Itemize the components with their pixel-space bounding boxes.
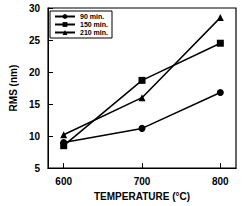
svg-text:210 min.: 210 min. xyxy=(80,29,108,36)
svg-text:5: 5 xyxy=(34,163,40,174)
svg-text:TEMPERATURE (°C): TEMPERATURE (°C) xyxy=(94,191,190,202)
svg-text:800: 800 xyxy=(212,176,229,187)
svg-text:700: 700 xyxy=(134,176,151,187)
svg-text:25: 25 xyxy=(29,35,41,46)
svg-text:600: 600 xyxy=(55,176,72,187)
svg-text:20: 20 xyxy=(29,67,41,78)
svg-text:90 min.: 90 min. xyxy=(80,13,104,20)
svg-text:10: 10 xyxy=(29,131,41,142)
svg-text:15: 15 xyxy=(29,99,41,110)
svg-text:RMS (nm): RMS (nm) xyxy=(8,65,19,112)
svg-text:150 min.: 150 min. xyxy=(80,21,108,28)
svg-text:30: 30 xyxy=(29,3,41,14)
